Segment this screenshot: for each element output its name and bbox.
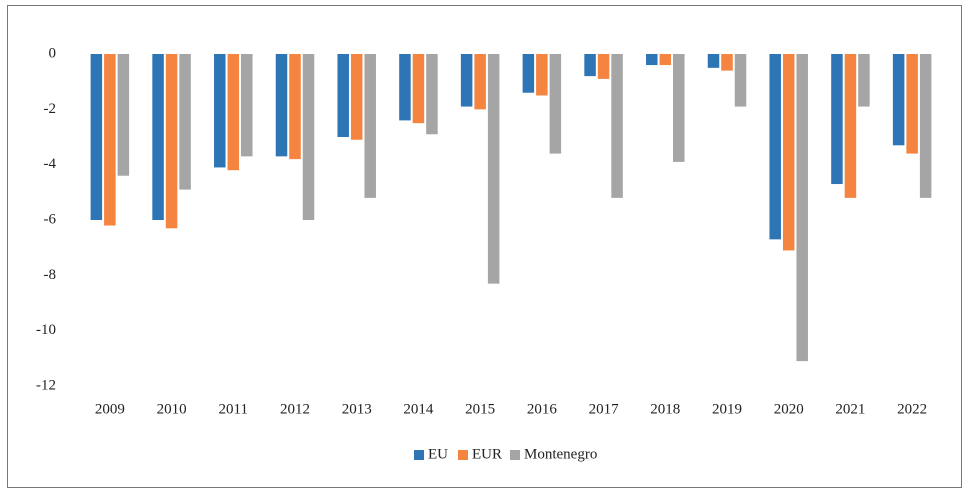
bar bbox=[214, 54, 226, 168]
bar bbox=[179, 54, 191, 190]
legend-swatch bbox=[458, 450, 468, 460]
x-tick-label: 2013 bbox=[342, 401, 372, 417]
bar bbox=[90, 54, 103, 220]
bar bbox=[399, 54, 411, 121]
bar bbox=[165, 54, 178, 229]
bar bbox=[487, 54, 500, 284]
bar bbox=[474, 54, 486, 110]
x-tick-label: 2017 bbox=[589, 401, 620, 417]
bar bbox=[782, 54, 795, 251]
bar bbox=[522, 54, 535, 93]
legend-label: Montenegro bbox=[524, 446, 597, 462]
bar bbox=[117, 54, 130, 176]
legend-label: EUR bbox=[472, 446, 502, 462]
bar bbox=[104, 54, 116, 226]
x-tick-label: 2010 bbox=[157, 401, 187, 417]
bar bbox=[831, 54, 843, 185]
bar bbox=[549, 54, 562, 154]
bar bbox=[646, 54, 658, 66]
bar bbox=[721, 54, 733, 71]
bar bbox=[426, 54, 438, 135]
bar bbox=[906, 54, 918, 154]
bar bbox=[364, 54, 376, 198]
x-tick-label: 2022 bbox=[897, 401, 927, 417]
y-tick-label: -8 bbox=[44, 267, 57, 283]
y-tick-label: -12 bbox=[36, 377, 56, 393]
bar bbox=[892, 54, 905, 146]
bar bbox=[734, 54, 747, 107]
y-tick-label: -6 bbox=[44, 211, 57, 227]
bar bbox=[275, 54, 288, 157]
y-tick-label: 0 bbox=[49, 45, 57, 61]
bar bbox=[659, 54, 672, 66]
legend-swatch bbox=[414, 450, 424, 460]
bar bbox=[919, 54, 932, 198]
bar bbox=[289, 54, 301, 160]
bar bbox=[769, 54, 781, 240]
bar bbox=[584, 54, 596, 77]
bar bbox=[227, 54, 240, 171]
x-tick-label: 2012 bbox=[280, 401, 310, 417]
bar bbox=[858, 54, 870, 107]
bar bbox=[152, 54, 164, 220]
bar bbox=[796, 54, 808, 362]
x-tick-label: 2011 bbox=[219, 401, 248, 417]
bar bbox=[597, 54, 610, 79]
bar bbox=[844, 54, 857, 198]
x-tick-label: 2019 bbox=[712, 401, 742, 417]
x-tick-label: 2015 bbox=[465, 401, 495, 417]
y-tick-label: -2 bbox=[44, 101, 57, 117]
bar bbox=[412, 54, 425, 124]
bar bbox=[337, 54, 349, 137]
bar bbox=[460, 54, 473, 107]
y-tick-label: -4 bbox=[44, 156, 57, 172]
bar bbox=[673, 54, 685, 162]
legend-label: EU bbox=[428, 446, 448, 462]
bar bbox=[350, 54, 363, 140]
bar bbox=[536, 54, 548, 96]
bar bbox=[707, 54, 720, 68]
legend-swatch bbox=[510, 450, 520, 460]
x-tick-label: 2020 bbox=[774, 401, 804, 417]
x-tick-label: 2018 bbox=[650, 401, 680, 417]
x-tick-label: 2016 bbox=[527, 401, 558, 417]
x-tick-label: 2021 bbox=[835, 401, 865, 417]
y-tick-label: -10 bbox=[36, 322, 56, 338]
x-tick-label: 2009 bbox=[95, 401, 125, 417]
bar bbox=[611, 54, 623, 198]
bar bbox=[241, 54, 253, 157]
bar bbox=[302, 54, 315, 220]
x-tick-label: 2014 bbox=[403, 401, 434, 417]
